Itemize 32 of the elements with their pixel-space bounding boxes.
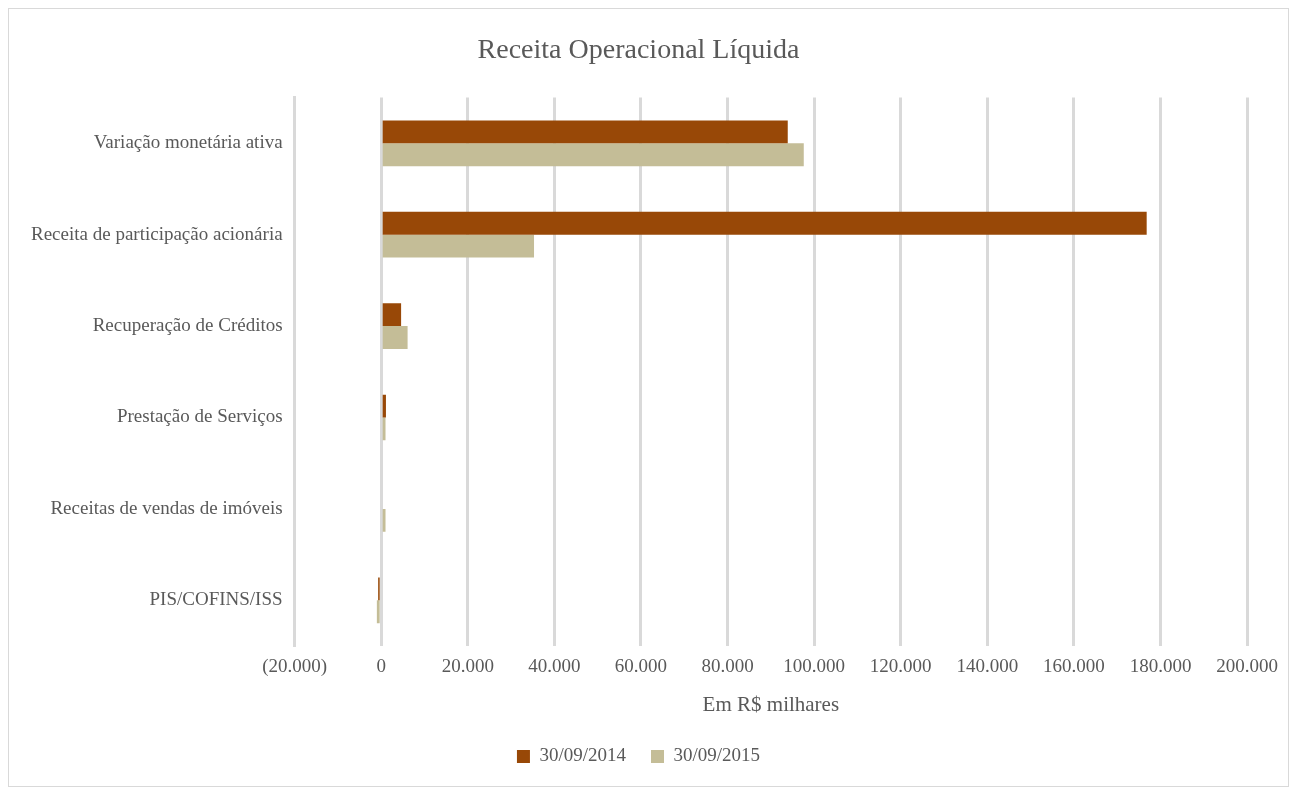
y-tick-label: Recuperação de Créditos: [92, 314, 283, 336]
bar: [382, 143, 804, 167]
y-tick-label: Receitas de vendas de imóveis: [50, 496, 283, 518]
x-tick-label: 0: [376, 655, 386, 677]
x-tick-label: 80.000: [701, 655, 754, 677]
bar: [382, 508, 386, 532]
x-tick-label: 60.000: [614, 655, 668, 677]
y-tick-label: PIS/COFINS/ISS: [149, 588, 283, 610]
legend-label: 30/09/2015: [673, 744, 761, 766]
x-tick-label: 140.000: [956, 655, 1019, 677]
chart-title: Receita Operacional Líquida: [477, 33, 800, 65]
x-tick-label: 100.000: [783, 655, 846, 677]
y-tick-label: Prestação de Serviços: [116, 405, 283, 427]
x-tick-label: 120.000: [869, 655, 932, 677]
x-axis-title: Em R$ milhares: [702, 691, 840, 716]
bar: [382, 234, 535, 258]
bar: [382, 394, 386, 418]
bar: [376, 600, 380, 624]
x-tick-label: 180.000: [1129, 655, 1192, 677]
y-tick-label: Variação monetária ativa: [93, 131, 284, 153]
legend-label: 30/09/2014: [539, 744, 627, 766]
bar: [382, 211, 1147, 235]
x-tick-label: (20.000): [262, 655, 328, 678]
bar: [382, 417, 386, 441]
x-tick-label: 20.000: [441, 655, 494, 677]
x-tick-label: 200.000: [1216, 655, 1278, 677]
x-tick-label: 160.000: [1043, 655, 1105, 677]
y-tick-label: Receita de participação acionária: [31, 222, 284, 244]
bar: [382, 303, 402, 327]
bar: [382, 120, 788, 144]
bar: [382, 326, 408, 349]
x-tick-label: 40.000: [528, 655, 581, 677]
